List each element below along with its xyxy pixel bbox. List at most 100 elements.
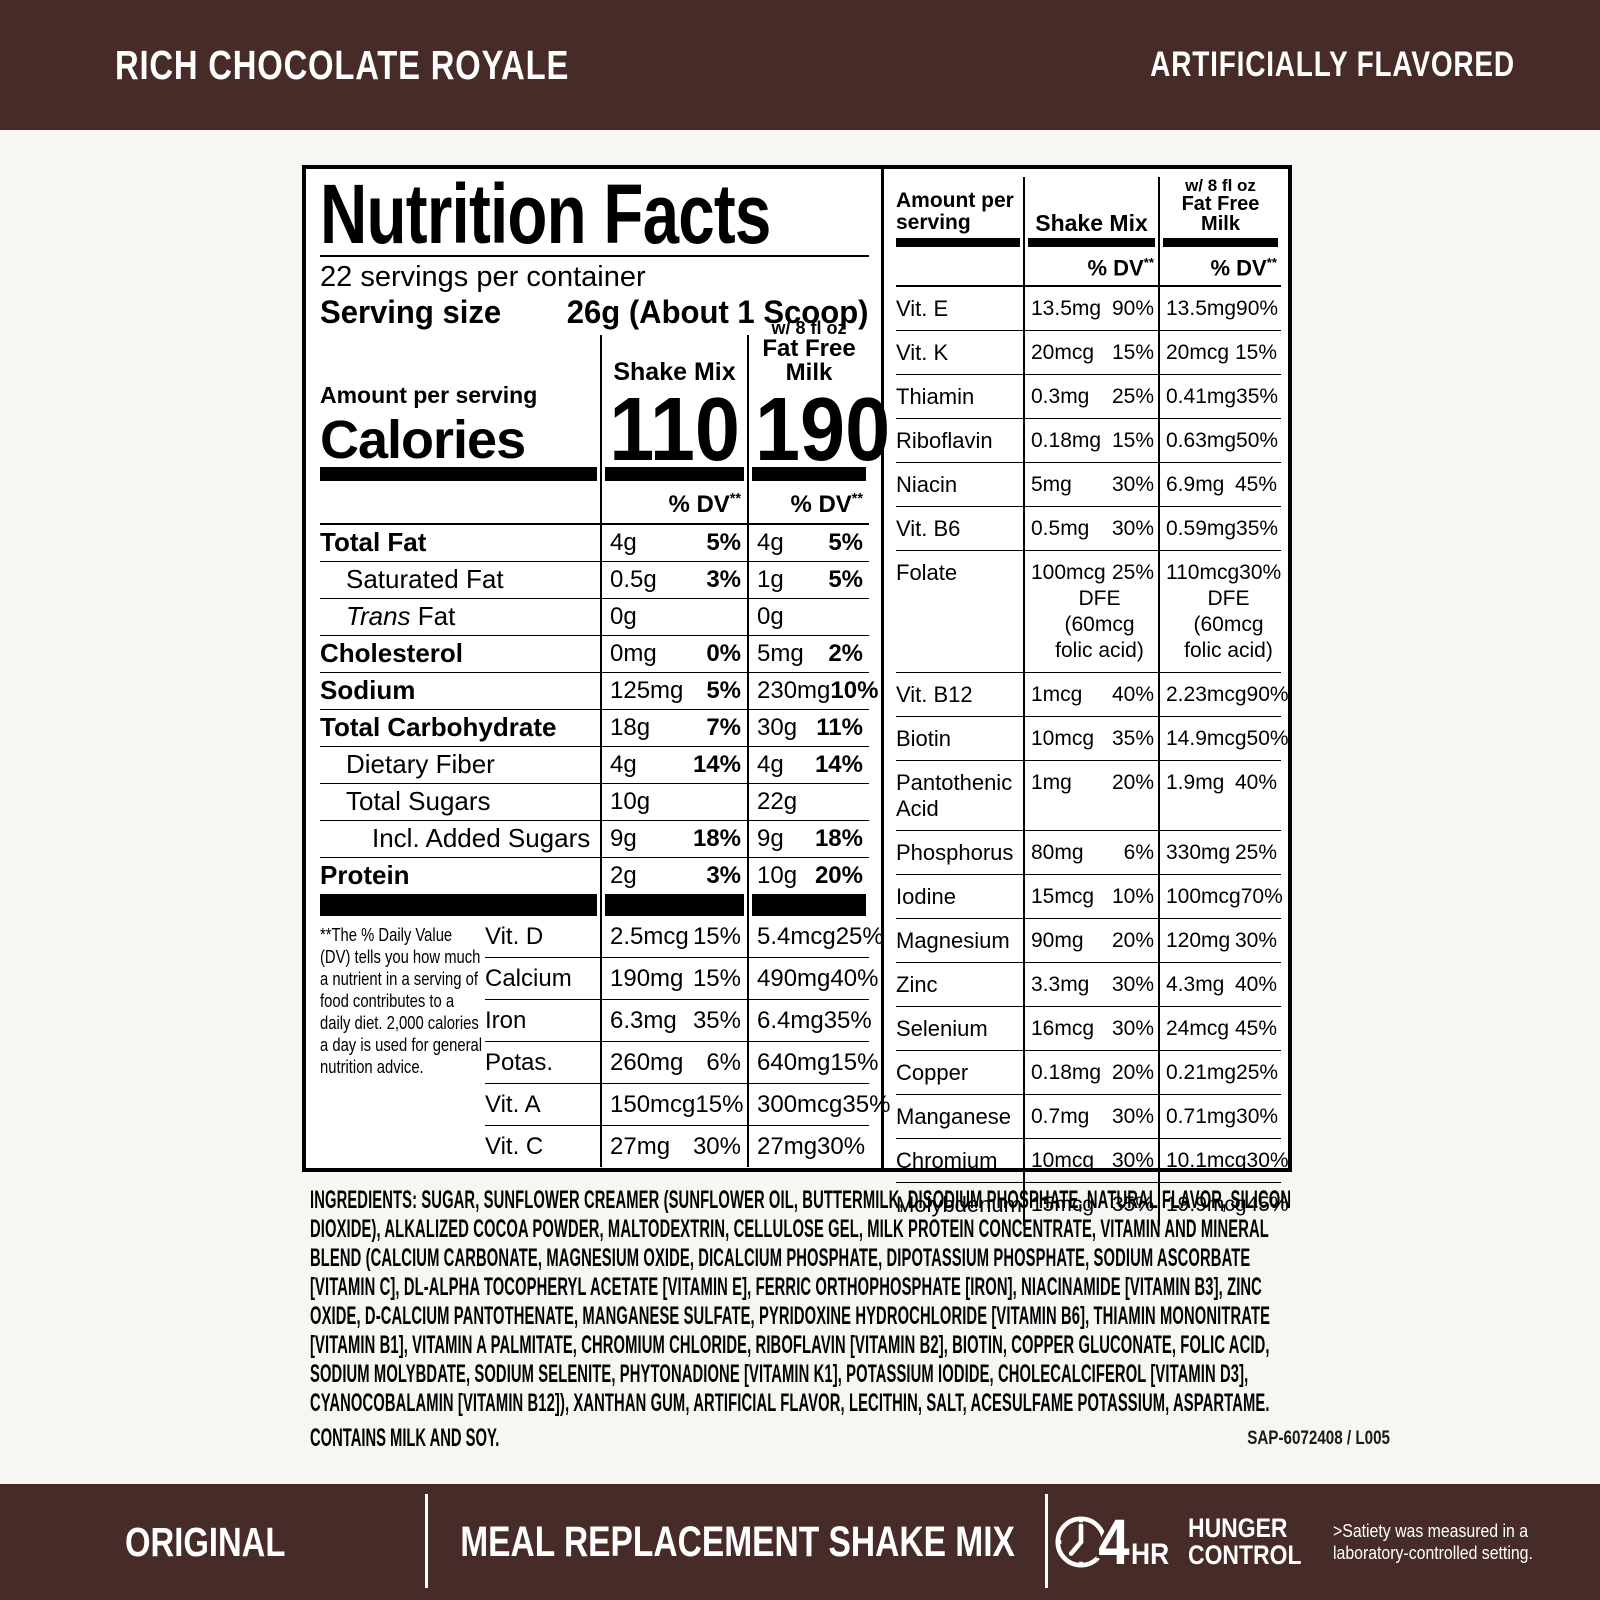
vitamin-name: Vit. B6 xyxy=(896,506,1023,550)
amount-value: 110mcg xyxy=(1166,561,1240,585)
amount-value: 4g xyxy=(610,751,637,778)
vitamin-name: Biotin xyxy=(896,716,1023,760)
vitamin-value-cell: 10mcg 30% xyxy=(1023,1138,1158,1183)
vitamin-value-cell: 90mg 20% xyxy=(1023,918,1158,963)
amount-value: 3.3mg xyxy=(1031,973,1090,997)
daily-value-percent: 20% xyxy=(814,862,863,889)
vitamin-value-cell: 100mcg 70% xyxy=(1158,874,1283,919)
nutrient-value-cell: 0g xyxy=(600,598,747,635)
serving-size-label: Serving size xyxy=(320,294,502,330)
nutrient-value-cell: 10g xyxy=(600,783,747,820)
hunger-control-label: HUNGER CONTROL xyxy=(1187,1513,1302,1570)
daily-value-percent: 25% xyxy=(1234,841,1277,865)
daily-value-percent: 45% xyxy=(1234,473,1277,497)
amount-value: 4g xyxy=(757,529,784,556)
v-amount-per-line1: Amount per xyxy=(896,189,1014,212)
vitamin-value-cell: 0.5mg 30% xyxy=(1023,506,1158,551)
v-milk-column-header-line1: w/ 8 fl oz xyxy=(1185,176,1256,195)
vitamin-value-cell: 80mg 6% xyxy=(1023,830,1158,875)
nutrient-value-cell: 190mg 15% xyxy=(600,957,747,999)
amount-value: 10mcg xyxy=(1031,1149,1095,1173)
daily-value-percent: 30% xyxy=(817,1133,866,1160)
dfe-note: DFE (60mcg xyxy=(1064,587,1135,637)
vitamin-name: Molybdenum xyxy=(896,1182,1023,1226)
vitamin-name: Vit. B12 xyxy=(896,672,1023,716)
daily-value-percent: 50% xyxy=(1236,429,1279,453)
daily-value-percent: 3% xyxy=(706,566,741,593)
amount-value: 0g xyxy=(610,603,637,630)
vitamin-value-cell: 0.71mg 30% xyxy=(1158,1094,1281,1139)
vitamin-value-cell: 0.18mg 20% xyxy=(1023,1050,1158,1095)
vitamin-value-cell: 3.3mg 30% xyxy=(1023,962,1158,1007)
calories-milk-value: 190 xyxy=(755,380,891,480)
daily-value-percent: 30% xyxy=(1234,929,1277,953)
calories-label: Calories xyxy=(320,410,526,470)
daily-value-percent: 15% xyxy=(1111,429,1154,453)
serving-size-row: Serving size 26g (About 1 Scoop) xyxy=(320,293,869,331)
amount-value: 0.21mg xyxy=(1166,1061,1237,1085)
vitamin-name: Zinc xyxy=(896,962,1023,1006)
nutrient-name: Trans Fat xyxy=(320,598,600,635)
amount-value: 15mcg xyxy=(1031,885,1095,909)
nutrient-value-cell: 4g 5% xyxy=(600,525,747,561)
calories-table: Amount per serving Calories Shake Mix 11… xyxy=(320,319,891,916)
amount-value: 640mg xyxy=(757,1049,831,1076)
vitamin-name: Folate xyxy=(896,550,1023,672)
nutrient-value-cell: 0mg 0% xyxy=(600,635,747,672)
vitamin-value-cell: 20mcg 15% xyxy=(1023,330,1158,375)
amount-value: 0.18mg xyxy=(1031,1061,1102,1085)
dfe-note: folic acid) xyxy=(1055,639,1144,663)
nutrient-value-cell: 0.5g 3% xyxy=(600,561,747,598)
daily-value-percent: 40% xyxy=(1234,973,1277,997)
vitamin-value-cell: 6.9mg 45% xyxy=(1158,462,1281,507)
nutrient-value-cell: 9g 18% xyxy=(600,820,747,857)
daily-value-percent: 11% xyxy=(816,714,863,741)
dfe-note: folic acid) xyxy=(1184,639,1273,663)
amount-value: 5mg xyxy=(757,640,804,667)
top-banner: RICH CHOCOLATE ROYALE ARTIFICIALLY FLAVO… xyxy=(0,0,1600,130)
vitamin-name: Thiamin xyxy=(896,374,1023,418)
amount-value: 1mcg xyxy=(1031,683,1083,707)
nutrient-value-cell: 230mg 10% xyxy=(747,672,878,709)
amount-value: 2.23mcg xyxy=(1166,683,1247,707)
clock-icon xyxy=(1055,1516,1107,1568)
v-dv-header-shake: % DV** xyxy=(1023,247,1158,288)
daily-value-percent: 20% xyxy=(1111,929,1154,953)
vitamin-value-cell: 1.9mg 40% xyxy=(1158,760,1281,831)
product-code: SAP-6072408 / L005 xyxy=(1247,1428,1390,1449)
divider-bar xyxy=(600,894,747,916)
artificial-flavor-note: ARTIFICIALLY FLAVORED xyxy=(1150,45,1515,84)
amount-value: 90mg xyxy=(1031,929,1084,953)
micronutrient-name: Vit. D xyxy=(485,923,544,950)
amount-value: 9g xyxy=(610,825,637,852)
nutrient-value-cell: 150mcg 15% xyxy=(600,1083,747,1125)
vitamin-value-cell: 330mg 25% xyxy=(1158,830,1281,875)
daily-value-percent: 18% xyxy=(692,825,741,852)
amount-value: 6.3mg xyxy=(610,1007,677,1034)
nutrition-facts-title: Nutrition Facts xyxy=(320,167,771,261)
amount-value: 16mcg xyxy=(1031,1017,1095,1041)
vitamin-value-cell: 24mcg 45% xyxy=(1158,1006,1281,1051)
micronutrient-table: **The % Daily Value (DV) tells you how m… xyxy=(320,916,890,1167)
daily-value-percent: 30% xyxy=(1111,973,1154,997)
hunger-control-claim: 4 HR HUNGER CONTROL >Satiety was measured… xyxy=(1052,1484,1592,1600)
amount-value: 260mg xyxy=(610,1049,684,1076)
amount-value: 15mcg xyxy=(1031,1193,1095,1217)
micronutrient-name: Calcium xyxy=(485,957,600,999)
nutrient-value-cell: 260mg 6% xyxy=(600,1041,747,1083)
vitamin-value-cell: 19.9mcg 45% xyxy=(1158,1182,1289,1227)
daily-value-percent: 35% xyxy=(842,1091,891,1118)
vitamin-value-cell: 1mcg 40% xyxy=(1023,672,1158,717)
daily-value-percent: 25% xyxy=(1236,1061,1279,1085)
vitamin-value-cell: 14.9mcg 50% xyxy=(1158,716,1289,761)
amount-value: 4g xyxy=(610,529,637,556)
vitamins-panel: Amount per serving Shake Mix w/ 8 fl oz … xyxy=(884,169,1289,1227)
vitamin-name: Niacin xyxy=(896,462,1023,506)
amount-value: 125mg xyxy=(610,677,684,704)
vitamin-value-cell: 15mcg 35% xyxy=(1023,1182,1158,1227)
amount-value: 0.3mg xyxy=(1031,385,1090,409)
nutrient-value-cell: 9g 18% xyxy=(747,820,869,857)
daily-value-percent: 5% xyxy=(828,566,863,593)
daily-value-percent: 35% xyxy=(1236,385,1279,409)
amount-value: 1mg xyxy=(1031,771,1072,795)
